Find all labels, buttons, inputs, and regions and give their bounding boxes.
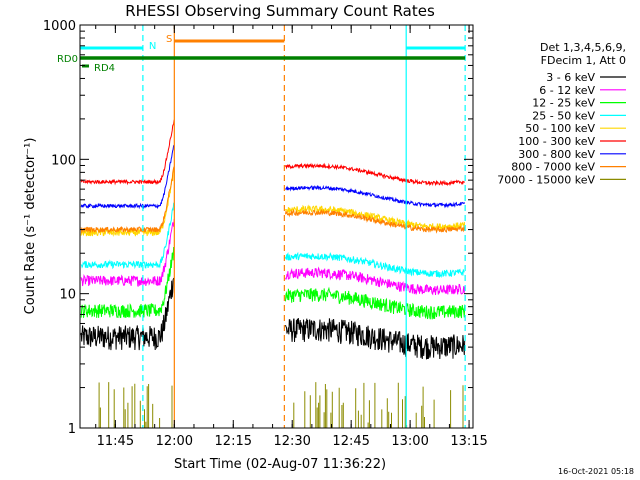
x-tick-label: 12:30 [273, 434, 310, 449]
series-line [98, 382, 464, 428]
legend-header-1: Det 1,3,4,5,6,9, [540, 41, 626, 54]
series-line [285, 286, 466, 320]
flag-label: RD0 [57, 54, 78, 65]
series-line [80, 119, 175, 186]
series-line [80, 202, 175, 270]
timestamp: 16-Oct-2021 05:18 [558, 467, 634, 476]
y-tick-label: 100 [51, 153, 76, 168]
series-line [80, 277, 175, 351]
legend-label: 6 - 12 keV [539, 84, 595, 97]
marker-lines [142, 25, 466, 428]
x-tick-label: 13:00 [391, 434, 428, 449]
x-tick-label: 11:45 [97, 434, 134, 449]
series-line [285, 318, 466, 360]
axes: 11:45 12:00 12:15 12:30 12:45 13:00 13:15 1 10 10… [43, 19, 488, 449]
y-axis-label: Count Rate (s⁻¹ detector⁻¹) [23, 138, 38, 315]
flag-bars: NS RD0 RD4 [57, 34, 466, 74]
series-line [80, 168, 175, 237]
flag-label: N [149, 41, 156, 52]
plot-frame [79, 24, 474, 429]
series-line [80, 218, 175, 287]
legend: Det 1,3,4,5,6,9, FDecim 1, Att 0 3 - 6 k… [497, 41, 626, 186]
series-line [80, 144, 175, 210]
legend-label: 7000 - 15000 keV [497, 173, 595, 186]
legend-label: 12 - 25 keV [532, 97, 595, 110]
legend-label: 100 - 300 keV [518, 135, 595, 148]
x-axis-label: Start Time (02-Aug-07 11:36:22) [174, 457, 386, 472]
series-line [285, 266, 466, 296]
legend-label: 300 - 800 keV [518, 148, 595, 161]
series-line [80, 166, 175, 234]
chart-title: RHESSI Observing Summary Count Rates [125, 2, 435, 20]
x-tick-label: 12:00 [156, 434, 193, 449]
flag-label: S [166, 34, 172, 45]
x-tick-label: 13:15 [450, 434, 487, 449]
series-line [285, 208, 466, 234]
legend-header-2: FDecim 1, Att 0 [541, 54, 626, 67]
series-line [285, 162, 465, 187]
y-tick-label: 1 [68, 422, 76, 437]
legend-label: 50 - 100 keV [525, 122, 595, 135]
series-line [285, 184, 466, 209]
legend-label: 3 - 6 keV [546, 71, 595, 84]
series-line [285, 204, 466, 232]
y-tick-label: 10 [59, 288, 76, 303]
series-line [285, 251, 465, 278]
y-tick-label: 1000 [43, 19, 76, 34]
flag-label: RD4 [94, 63, 115, 74]
series-line [80, 246, 175, 319]
x-tick-label: 12:15 [215, 434, 252, 449]
legend-label: 25 - 50 keV [532, 109, 595, 122]
x-tick-label: 12:45 [332, 434, 369, 449]
series-layer [80, 119, 466, 428]
legend-label: 800 - 7000 keV [511, 161, 595, 174]
